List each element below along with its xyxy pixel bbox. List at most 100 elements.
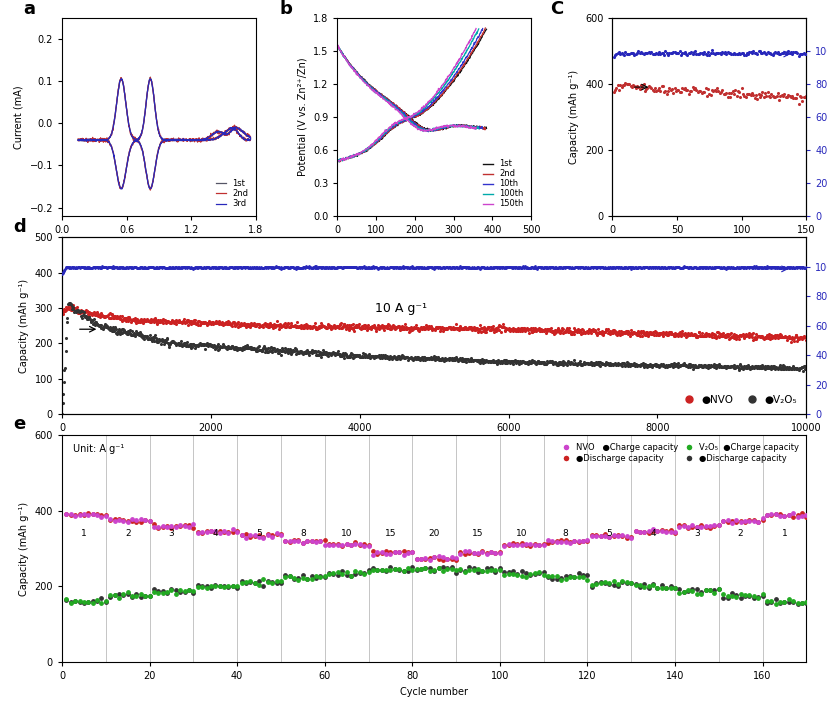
- Point: [478, 323, 491, 334]
- Point: [499, 326, 512, 337]
- Point: [718, 360, 731, 372]
- Point: [633, 581, 647, 593]
- Point: [591, 323, 605, 334]
- Point: [648, 261, 661, 273]
- Point: [486, 261, 500, 273]
- Point: [770, 47, 783, 59]
- Point: [576, 324, 589, 335]
- Point: [533, 261, 547, 273]
- Point: [648, 326, 661, 338]
- Point: [763, 362, 777, 373]
- Point: [270, 345, 283, 356]
- Point: [673, 263, 686, 274]
- Point: [61, 298, 74, 309]
- Point: [653, 82, 666, 93]
- Point: [705, 261, 719, 273]
- Point: [779, 331, 792, 343]
- Text: 1: 1: [782, 529, 787, 538]
- Point: [538, 261, 551, 273]
- Point: [449, 564, 462, 576]
- Point: [784, 332, 797, 343]
- Point: [565, 329, 578, 340]
- Point: [239, 528, 252, 539]
- Point: [729, 263, 742, 274]
- Point: [682, 328, 696, 339]
- Point: [458, 353, 471, 365]
- Point: [792, 333, 805, 345]
- Point: [786, 262, 800, 273]
- Point: [535, 261, 548, 273]
- Point: [323, 348, 336, 359]
- Point: [465, 324, 478, 336]
- Point: [588, 357, 601, 368]
- Point: [490, 322, 503, 333]
- Point: [745, 262, 758, 273]
- Point: [686, 360, 699, 372]
- Point: [127, 313, 140, 324]
- Point: [638, 359, 651, 370]
- Point: [626, 359, 639, 370]
- Point: [347, 319, 360, 330]
- Point: [89, 309, 103, 321]
- Point: [480, 355, 493, 366]
- Point: [406, 565, 419, 576]
- Point: [600, 324, 613, 336]
- Point: [393, 324, 406, 336]
- Point: [121, 329, 134, 340]
- Point: [175, 262, 189, 273]
- Point: [454, 261, 467, 272]
- Point: [635, 262, 648, 273]
- Point: [353, 351, 366, 362]
- Point: [678, 47, 691, 58]
- Point: [476, 322, 489, 333]
- Point: [462, 564, 476, 576]
- Point: [246, 262, 259, 273]
- Point: [382, 354, 395, 365]
- Point: [699, 330, 712, 341]
- Point: [607, 579, 620, 590]
- Point: [81, 261, 94, 273]
- Point: [747, 515, 760, 527]
- Point: [348, 351, 361, 362]
- Point: [279, 535, 292, 547]
- Point: [194, 337, 207, 348]
- Point: [614, 329, 627, 341]
- Point: [107, 321, 120, 333]
- Point: [791, 362, 805, 374]
- Point: [705, 328, 719, 339]
- Point: [287, 346, 300, 357]
- Point: [340, 321, 353, 333]
- 2nd: [149, 173, 159, 182]
- Point: [366, 549, 380, 561]
- Point: [618, 359, 631, 370]
- Point: [370, 262, 384, 273]
- Point: [87, 314, 100, 325]
- Point: [265, 320, 279, 331]
- Point: [315, 261, 328, 273]
- Point: [788, 332, 801, 343]
- Point: [314, 318, 327, 329]
- Point: [625, 329, 638, 340]
- Point: [520, 262, 533, 273]
- Point: [305, 571, 318, 582]
- Point: [774, 49, 787, 60]
- Point: [278, 321, 291, 332]
- Point: [566, 358, 580, 370]
- Point: [106, 325, 119, 336]
- Point: [782, 261, 795, 273]
- Point: [716, 328, 729, 339]
- Point: [723, 263, 736, 274]
- Point: [178, 586, 191, 598]
- Point: [261, 262, 274, 273]
- Point: [532, 261, 545, 273]
- Point: [382, 262, 395, 273]
- Point: [193, 261, 206, 273]
- Point: [408, 321, 421, 333]
- Point: [84, 262, 98, 273]
- Point: [734, 517, 748, 528]
- Point: [374, 350, 387, 362]
- Point: [334, 350, 347, 361]
- Point: [414, 353, 428, 365]
- Point: [251, 345, 264, 356]
- Point: [418, 322, 432, 333]
